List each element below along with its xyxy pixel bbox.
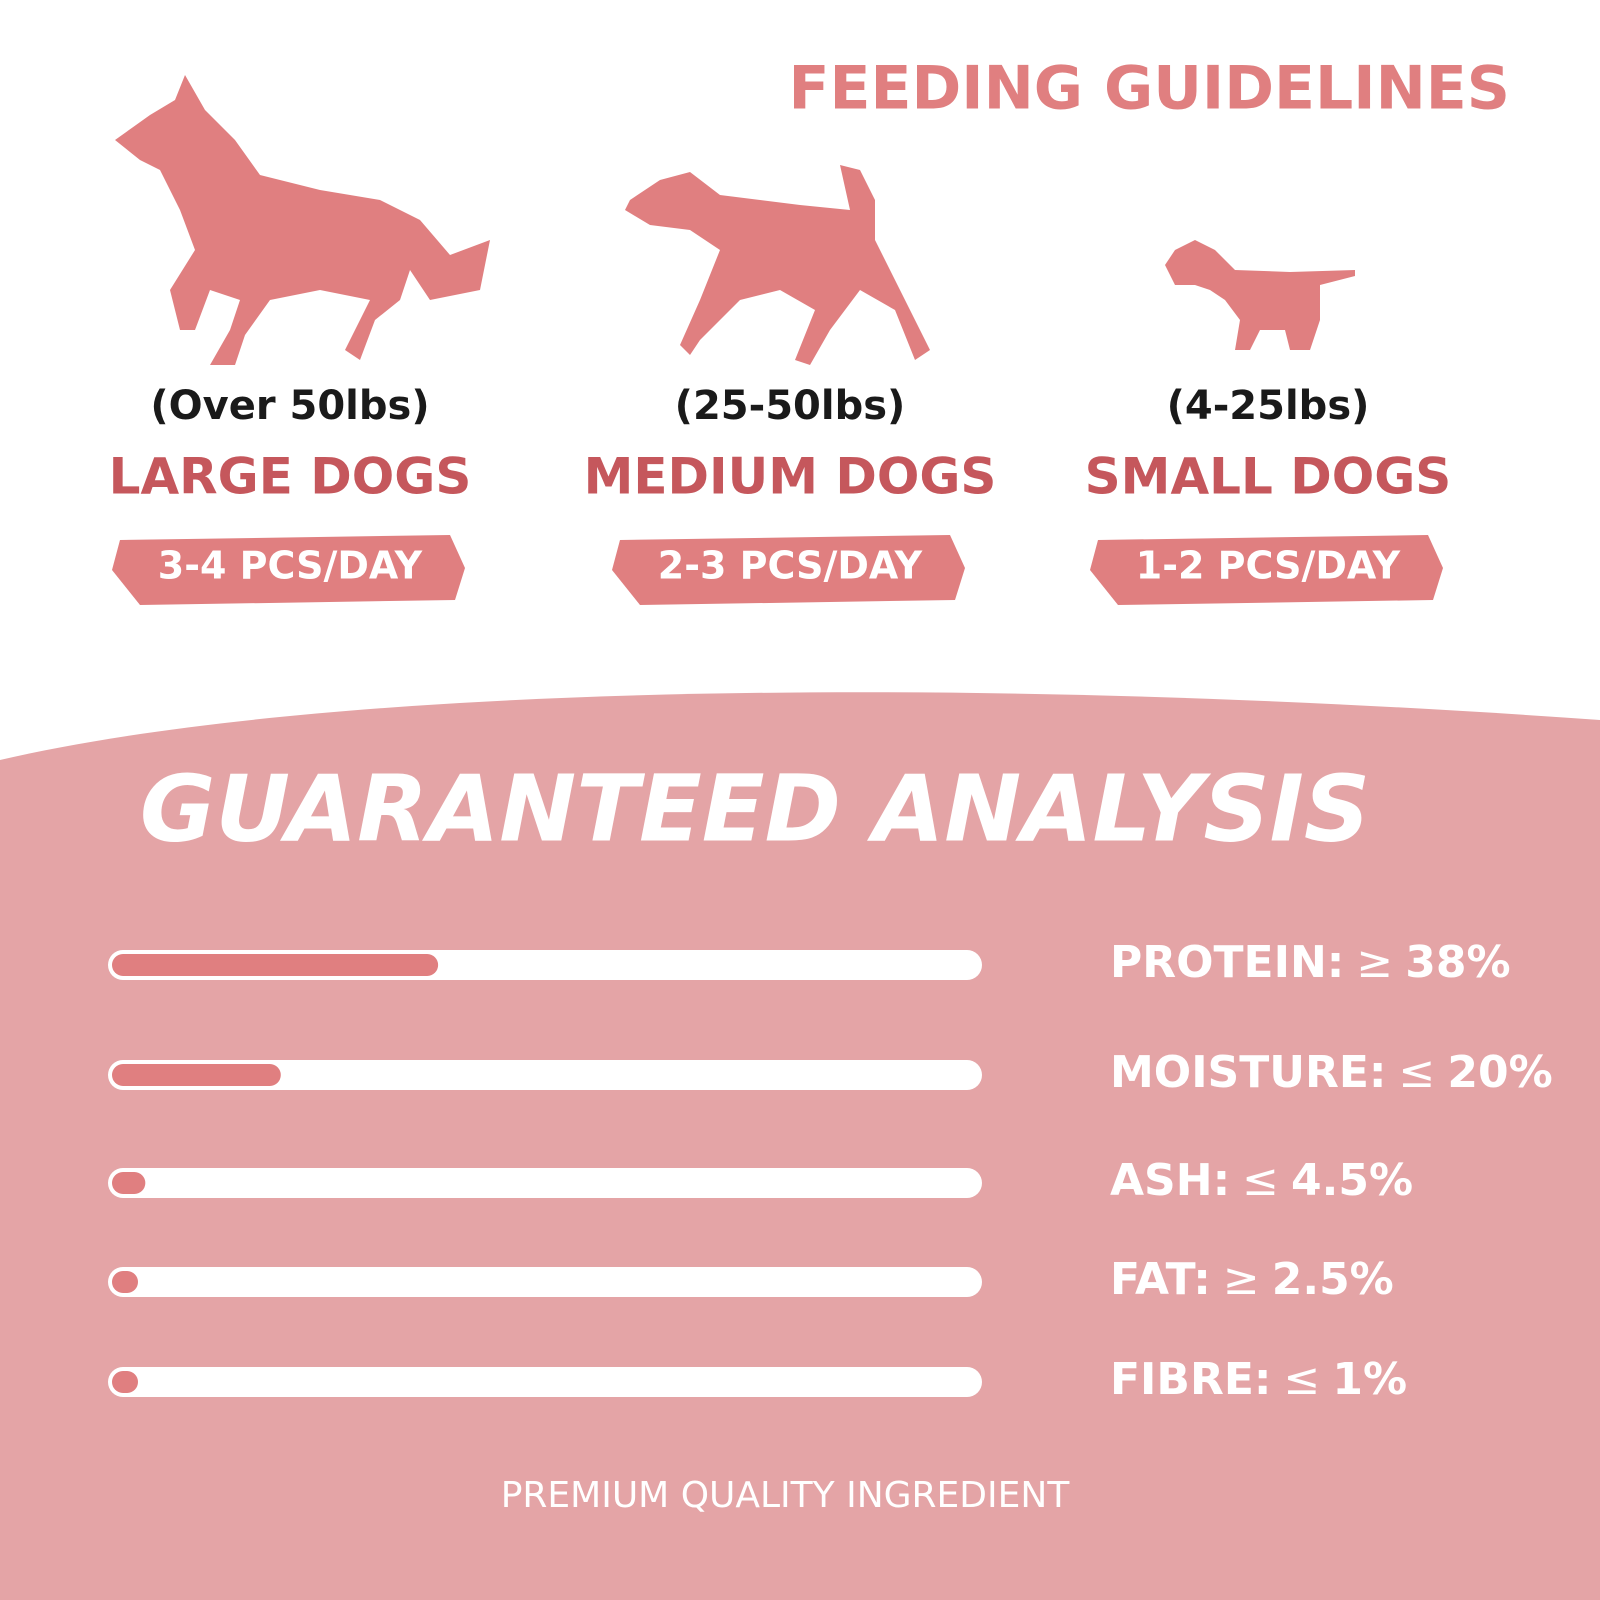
large-dog-icon	[115, 75, 490, 365]
dog-icons	[115, 75, 1355, 365]
nutrient-name: FAT:	[1110, 1254, 1211, 1305]
analysis-bars: PROTEIN: ≥38%MOISTURE: ≤20%ASH: ≤4.5%FAT: ≥2…	[108, 937, 1553, 1405]
nutrient-value: 2.5%	[1272, 1254, 1394, 1305]
bar-fill	[112, 1064, 281, 1086]
dog-size: LARGE DOGS	[109, 448, 472, 506]
nutrient-label: PROTEIN: ≥38%	[1110, 937, 1511, 988]
nutrient-label: FIBRE: ≤1%	[1110, 1354, 1407, 1405]
feeding-columns: (Over 50lbs) LARGE DOGS 3-4 PCS/DAY (25-50l…	[109, 383, 1452, 605]
bar-track	[108, 1367, 982, 1397]
nutrient-name: FIBRE:	[1110, 1354, 1272, 1405]
nutrient-value: 1%	[1332, 1354, 1407, 1405]
bar-track	[108, 1060, 982, 1090]
nutrient-sign: ≤	[1284, 1354, 1321, 1405]
nutrient-name: ASH:	[1110, 1155, 1230, 1206]
dose-badge	[1090, 535, 1443, 605]
nutrient-label: ASH: ≤4.5%	[1110, 1155, 1413, 1206]
bar-fill	[112, 1371, 138, 1393]
feeding-title: FEEDING GUIDELINES	[789, 54, 1511, 124]
nutrient-name: PROTEIN:	[1110, 937, 1344, 988]
nutrient-sign: ≤	[1399, 1047, 1436, 1098]
nutrient-label: MOISTURE: ≤20%	[1110, 1047, 1553, 1098]
nutrient-name: MOISTURE:	[1110, 1047, 1387, 1098]
bar-fill	[112, 1271, 138, 1293]
nutrient-sign: ≥	[1223, 1254, 1260, 1305]
dose-badge	[612, 535, 965, 605]
dog-weight: (4-25lbs)	[1167, 383, 1370, 429]
bar-fill	[112, 1172, 146, 1194]
dose-text: 1-2 PCS/DAY	[1136, 544, 1401, 588]
dose-text: 2-3 PCS/DAY	[658, 544, 923, 588]
dose-text: 3-4 PCS/DAY	[158, 544, 423, 588]
nutrient-value: 38%	[1405, 937, 1510, 988]
medium-dog-icon	[625, 165, 930, 365]
footer: PREMIUM QUALITY INGREDIENT	[501, 1475, 1071, 1516]
nutrient-label: FAT: ≥2.5%	[1110, 1254, 1394, 1305]
small-dog-icon	[1165, 240, 1355, 350]
bar-track	[108, 1267, 982, 1297]
nutrient-sign: ≥	[1356, 937, 1393, 988]
dog-weight: (25-50lbs)	[675, 383, 906, 429]
nutrient-sign: ≤	[1242, 1155, 1279, 1206]
dog-weight: (Over 50lbs)	[150, 383, 429, 429]
analysis-title: GUARANTEED ANALYSIS	[140, 755, 1370, 862]
dog-size: SMALL DOGS	[1085, 448, 1452, 506]
dose-badge	[112, 535, 465, 605]
bar-fill	[112, 954, 439, 976]
nutrient-value: 20%	[1447, 1047, 1552, 1098]
nutrient-value: 4.5%	[1291, 1155, 1413, 1206]
dog-size: MEDIUM DOGS	[584, 448, 997, 506]
bar-track	[108, 1168, 982, 1198]
